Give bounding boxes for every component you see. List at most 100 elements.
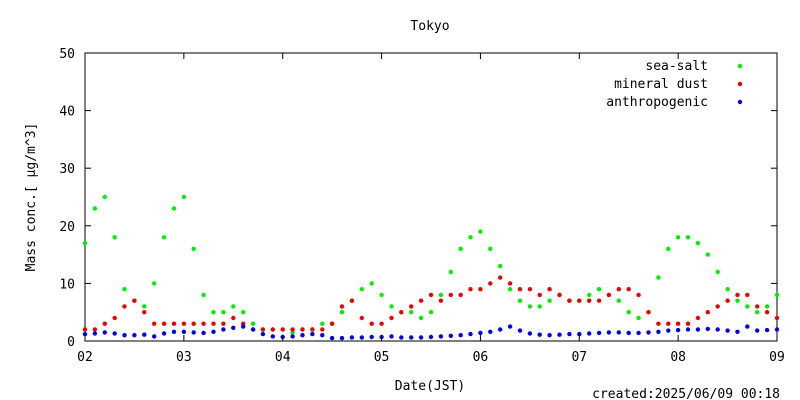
data-point: [211, 321, 216, 326]
data-point: [577, 331, 582, 337]
data-point: [428, 292, 434, 298]
data-point: [339, 304, 345, 309]
data-point: [161, 331, 167, 336]
data-point: [557, 332, 562, 337]
data-point: [517, 298, 523, 303]
data-point: [379, 321, 384, 326]
data-point: [666, 321, 671, 326]
data-point: [695, 240, 701, 246]
data-point: [606, 330, 612, 335]
data-point: [359, 335, 364, 340]
data-point: [82, 240, 88, 246]
data-point: [478, 330, 483, 336]
data-point: [280, 327, 285, 332]
data-point: [250, 327, 256, 332]
data-point: [231, 304, 236, 309]
data-point: [320, 327, 325, 332]
data-point: [656, 321, 661, 326]
legend-marker: [737, 99, 743, 105]
data-point: [389, 304, 394, 309]
data-point: [587, 331, 592, 336]
data-point: [448, 292, 453, 298]
data-point: [221, 327, 226, 332]
data-point: [448, 333, 453, 338]
data-point: [428, 310, 434, 315]
data-point: [201, 292, 206, 298]
data-point: [122, 304, 127, 309]
data-point: [359, 287, 364, 292]
data-point: [774, 292, 780, 298]
data-point: [646, 330, 651, 335]
data-point: [181, 329, 187, 334]
data-point: [389, 315, 394, 321]
data-point: [488, 281, 493, 286]
data-point: [82, 331, 88, 337]
data-point: [498, 263, 503, 269]
data-point: [626, 310, 631, 315]
data-point: [616, 298, 621, 303]
data-point: [498, 275, 503, 280]
data-point: [250, 321, 256, 326]
x-tick-label: 08: [670, 350, 686, 365]
data-point: [705, 326, 710, 332]
data-point: [132, 298, 137, 303]
data-point: [458, 292, 463, 298]
data-point: [102, 330, 108, 335]
data-point: [369, 281, 374, 286]
series-anthropogenic: [82, 324, 780, 341]
data-point: [458, 246, 463, 251]
data-point: [231, 315, 236, 321]
data-point: [764, 304, 770, 309]
y-tick-label: 0: [67, 335, 75, 350]
plot-frame: [84, 52, 778, 342]
data-point: [241, 310, 246, 315]
data-point: [211, 310, 216, 315]
data-point: [478, 287, 483, 292]
data-point: [488, 329, 493, 334]
data-point: [152, 321, 157, 326]
data-point: [636, 330, 641, 336]
data-point: [122, 287, 127, 292]
data-point: [92, 206, 98, 211]
data-point: [191, 330, 196, 335]
data-point: [626, 330, 631, 336]
data-point: [675, 321, 681, 326]
series-sea-salt: [82, 194, 780, 335]
data-point: [577, 298, 582, 303]
data-point: [656, 329, 661, 334]
axes: 0 10 20 30 40 50 02 03 04 05 06 07 08 09: [59, 47, 784, 365]
data-point: [715, 327, 720, 332]
x-tick-label: 07: [571, 350, 587, 365]
data-point: [438, 334, 444, 339]
data-point: [705, 310, 710, 315]
data-point: [112, 315, 117, 321]
data-point: [507, 324, 513, 329]
data-point: [488, 246, 493, 251]
data-point: [438, 298, 444, 303]
data-point: [418, 315, 424, 321]
data-point: [517, 287, 523, 292]
data-point: [666, 246, 671, 251]
data-point: [745, 304, 750, 309]
data-point: [92, 331, 98, 336]
data-point: [606, 292, 612, 298]
data-point: [478, 229, 483, 234]
data-point: [735, 329, 740, 334]
data-point: [191, 246, 196, 251]
data-point: [191, 321, 196, 326]
data-point: [270, 334, 275, 339]
y-axis-label: Mass conc.[ μg/m^3]: [24, 123, 39, 272]
data-point: [438, 292, 444, 298]
data-point: [329, 335, 335, 341]
legend-marker: [737, 63, 743, 69]
data-point: [320, 321, 325, 326]
data-point: [221, 310, 226, 315]
data-point: [171, 206, 177, 211]
data-point: [201, 321, 206, 326]
data-point: [517, 328, 523, 333]
data-point: [142, 304, 147, 309]
plot-area: [82, 194, 780, 341]
x-tick-label: 02: [77, 350, 93, 365]
data-point: [161, 321, 167, 326]
data-point: [152, 281, 157, 286]
